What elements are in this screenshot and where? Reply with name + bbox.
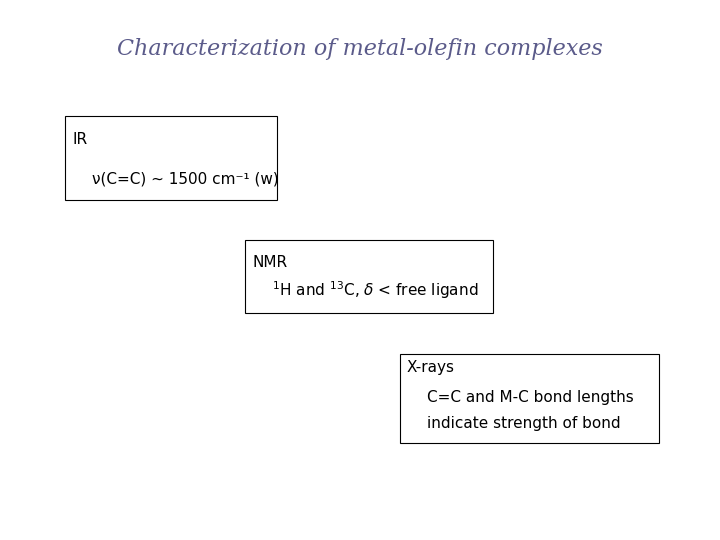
Text: indicate strength of bond: indicate strength of bond [427, 416, 621, 431]
Text: NMR: NMR [252, 255, 287, 271]
Text: C=C and M-C bond lengths: C=C and M-C bond lengths [427, 390, 634, 406]
Text: IR: IR [72, 132, 87, 147]
FancyBboxPatch shape [400, 354, 659, 443]
Text: Characterization of metal-olefin complexes: Characterization of metal-olefin complex… [117, 38, 603, 60]
Text: ν(C=C) ~ 1500 cm⁻¹ (w): ν(C=C) ~ 1500 cm⁻¹ (w) [92, 171, 279, 186]
FancyBboxPatch shape [245, 240, 493, 313]
Text: X-rays: X-rays [407, 360, 455, 375]
FancyBboxPatch shape [65, 116, 277, 200]
Text: $^1$H and $^{13}$C, $\delta$ < free ligand: $^1$H and $^{13}$C, $\delta$ < free liga… [272, 280, 479, 301]
